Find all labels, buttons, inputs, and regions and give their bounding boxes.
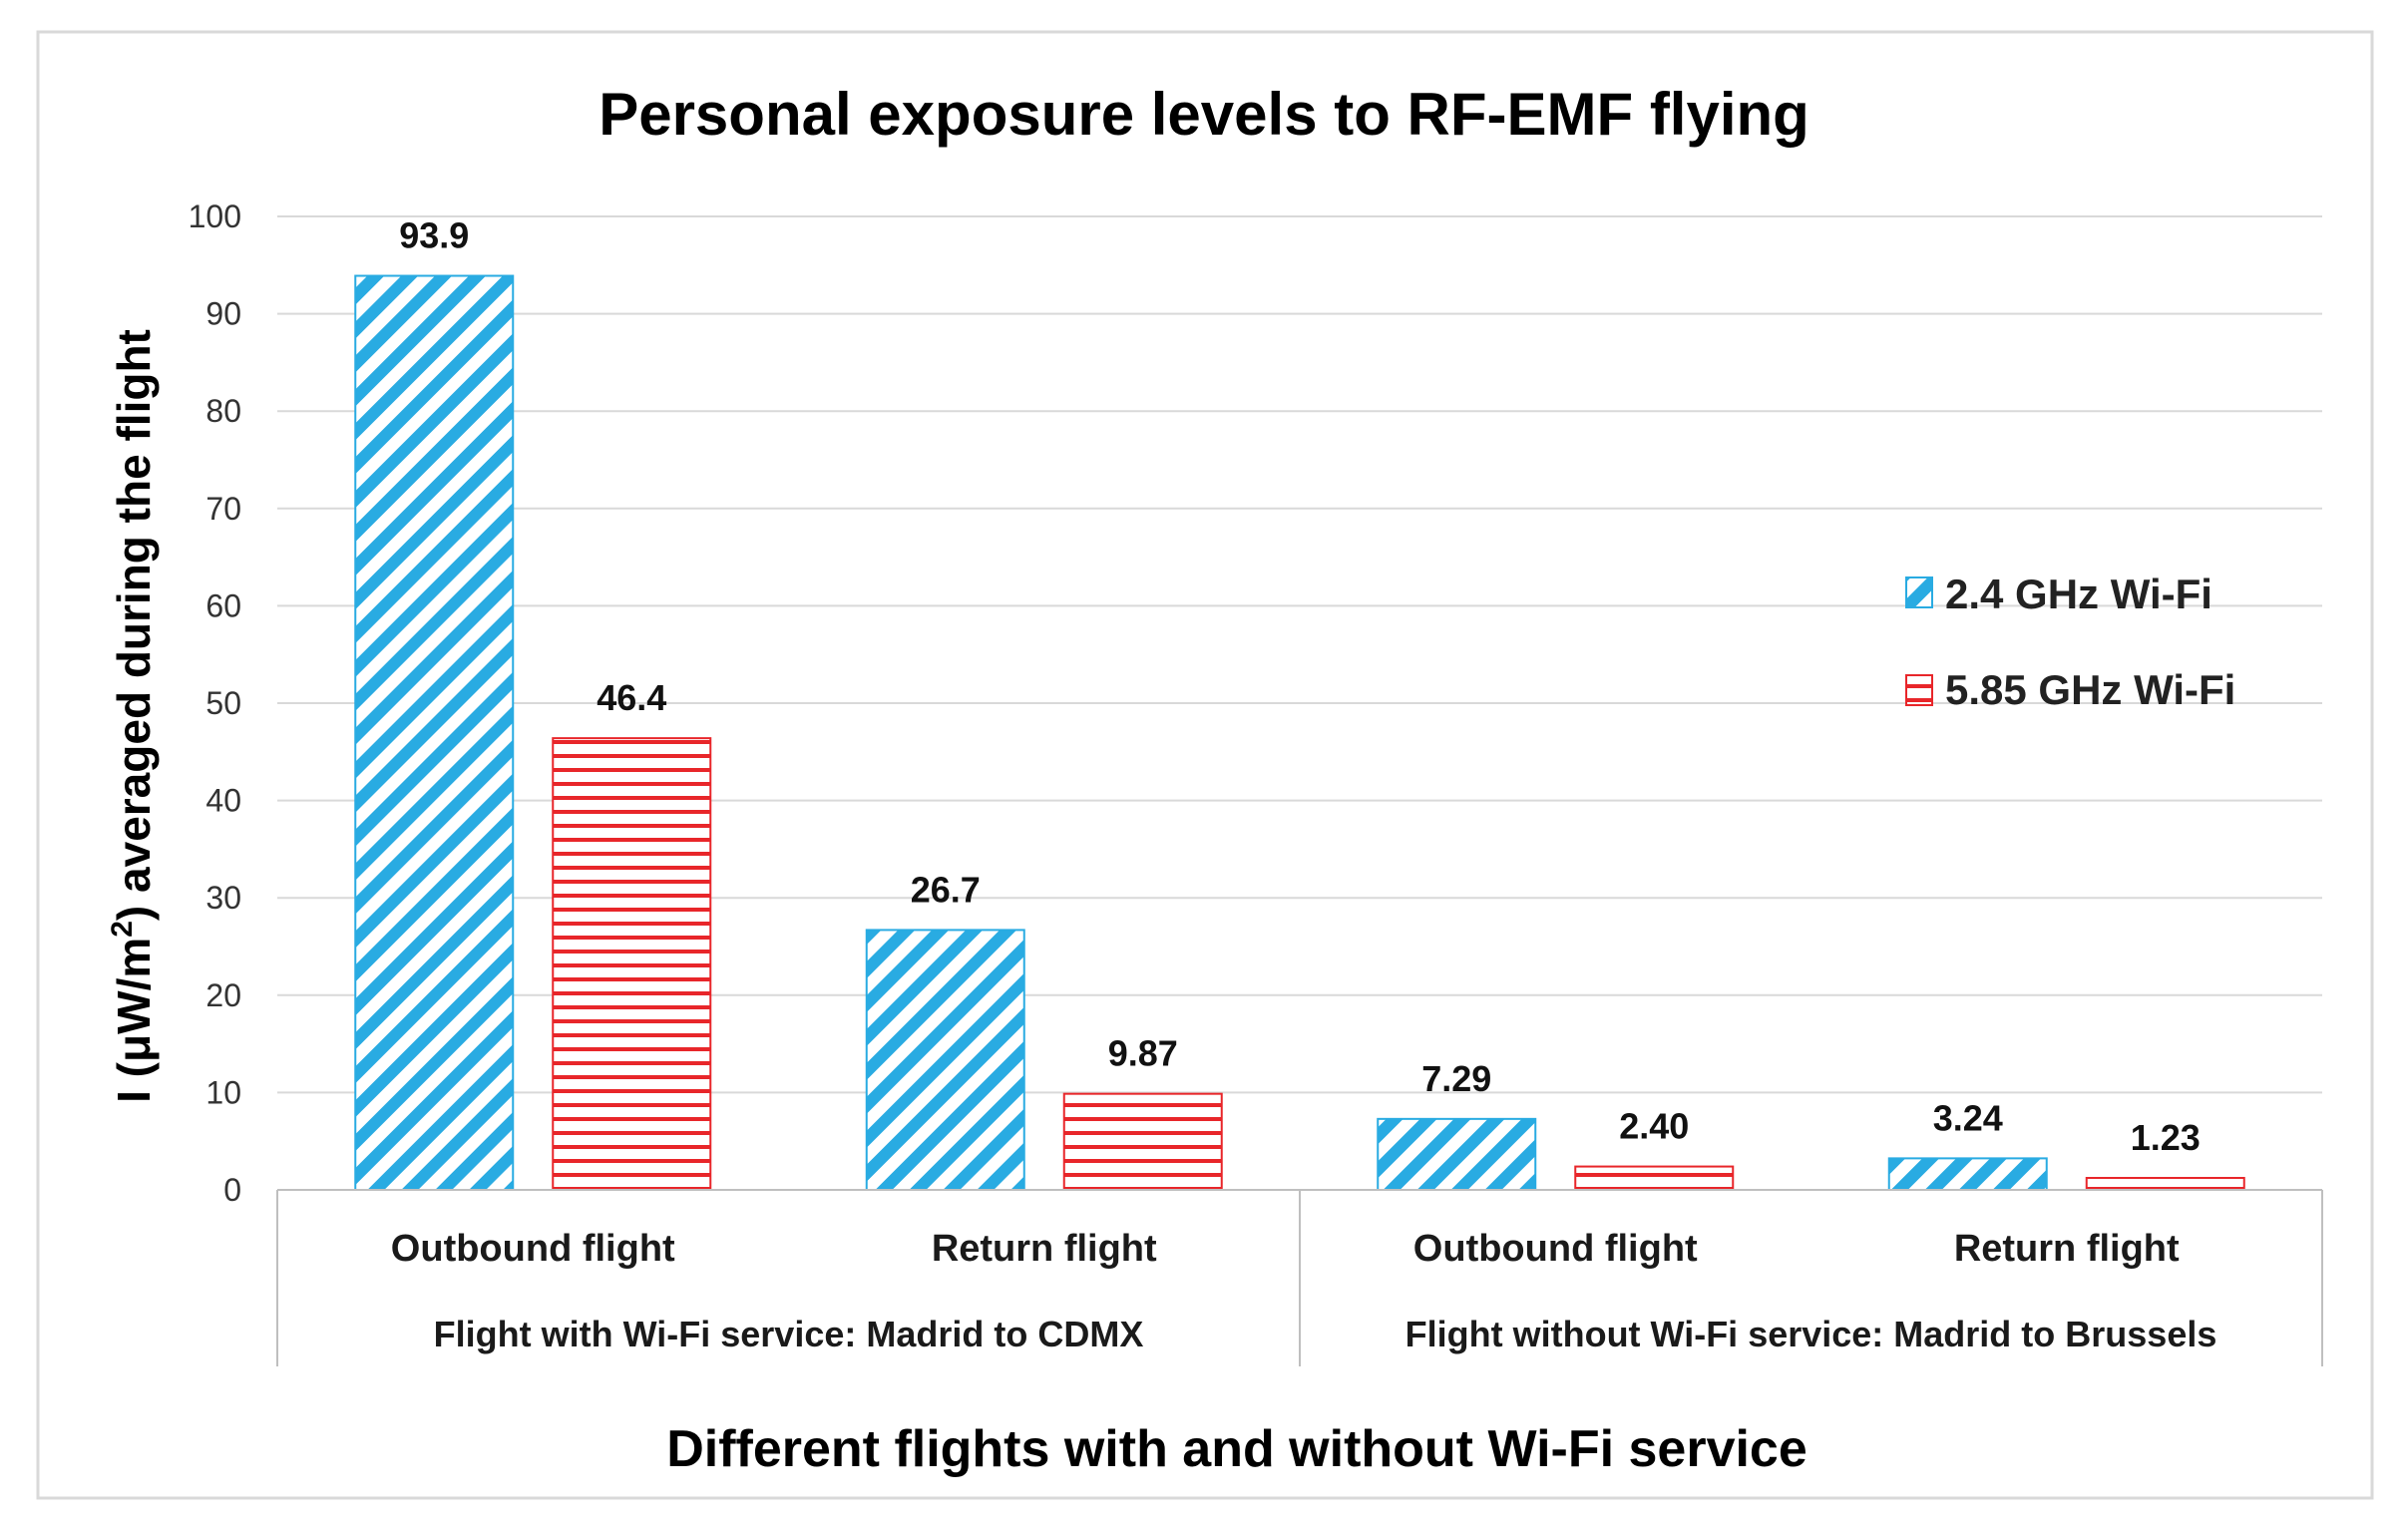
bar-2-4ghz xyxy=(865,929,1025,1192)
legend-swatch-5-85ghz xyxy=(1905,674,1933,706)
data-label: 3.24 xyxy=(1933,1097,2003,1138)
data-label: 2.40 xyxy=(1619,1106,1689,1147)
bar-5-85ghz xyxy=(1574,1165,1735,1192)
bars xyxy=(354,274,2245,1192)
x-axis: Outbound flight Return flight Outbound fli… xyxy=(276,1189,2323,1366)
legend-label-5-85ghz: 5.85 GHz Wi-Fi xyxy=(1945,666,2235,713)
bar-5-85ghz xyxy=(1062,1092,1223,1192)
bar-5-85ghz xyxy=(552,737,712,1191)
y-tick-label: 100 xyxy=(189,198,241,234)
data-label: 7.29 xyxy=(1421,1058,1491,1099)
group-label: Flight with Wi-Fi service: Madrid to CDM… xyxy=(434,1314,1144,1354)
y-tick-label: 60 xyxy=(205,587,241,623)
y-axis-label: I (μW/m2) averaged during the flight xyxy=(106,329,160,1103)
legend: 2.4 GHz Wi-Fi 5.85 GHz Wi-Fi xyxy=(1905,571,2235,713)
x-axis-label: Different flights with and without Wi-Fi… xyxy=(666,1420,1807,1478)
data-label: 1.23 xyxy=(2131,1117,2201,1158)
y-tick-label: 0 xyxy=(223,1172,241,1208)
data-label: 46.4 xyxy=(597,677,666,718)
bar-2-4ghz xyxy=(1887,1157,2048,1191)
y-tick-label: 80 xyxy=(205,393,241,429)
data-labels: 93.9 46.4 26.7 9.87 7.29 2.40 3.24 1.23 xyxy=(399,215,2201,1158)
category-label: Return flight xyxy=(932,1228,1157,1270)
chart-title: Personal exposure levels to RF-EMF flyin… xyxy=(599,81,1809,148)
legend-swatch-2-4ghz xyxy=(1905,576,1933,608)
y-axis-label-suffix: ) averaged during the flight xyxy=(108,329,160,921)
y-tick-label: 20 xyxy=(205,977,241,1013)
bar-5-85ghz xyxy=(2085,1176,2245,1192)
y-tick-label: 90 xyxy=(205,296,241,332)
group-label: Flight without Wi-Fi service: Madrid to … xyxy=(1405,1314,2217,1354)
category-label: Outbound flight xyxy=(1413,1228,1698,1270)
y-tick-label: 10 xyxy=(205,1074,241,1110)
y-axis-label-sup: 2 xyxy=(106,921,139,938)
y-tick-label: 30 xyxy=(205,880,241,916)
data-label: 93.9 xyxy=(399,215,469,256)
data-label: 9.87 xyxy=(1108,1033,1178,1074)
y-ticks: 0 10 20 30 40 50 60 70 80 90 100 xyxy=(189,198,241,1208)
y-tick-label: 70 xyxy=(205,491,241,527)
y-axis-label-prefix: I (μW/m xyxy=(108,938,160,1103)
data-label: 26.7 xyxy=(911,869,981,910)
category-label: Outbound flight xyxy=(391,1228,675,1270)
y-tick-label: 40 xyxy=(205,783,241,819)
y-tick-label: 50 xyxy=(205,685,241,721)
legend-label-2-4ghz: 2.4 GHz Wi-Fi xyxy=(1945,571,2212,617)
bar-2-4ghz xyxy=(1377,1117,1537,1192)
category-label: Return flight xyxy=(1954,1228,2180,1270)
bar-2-4ghz xyxy=(354,274,515,1191)
